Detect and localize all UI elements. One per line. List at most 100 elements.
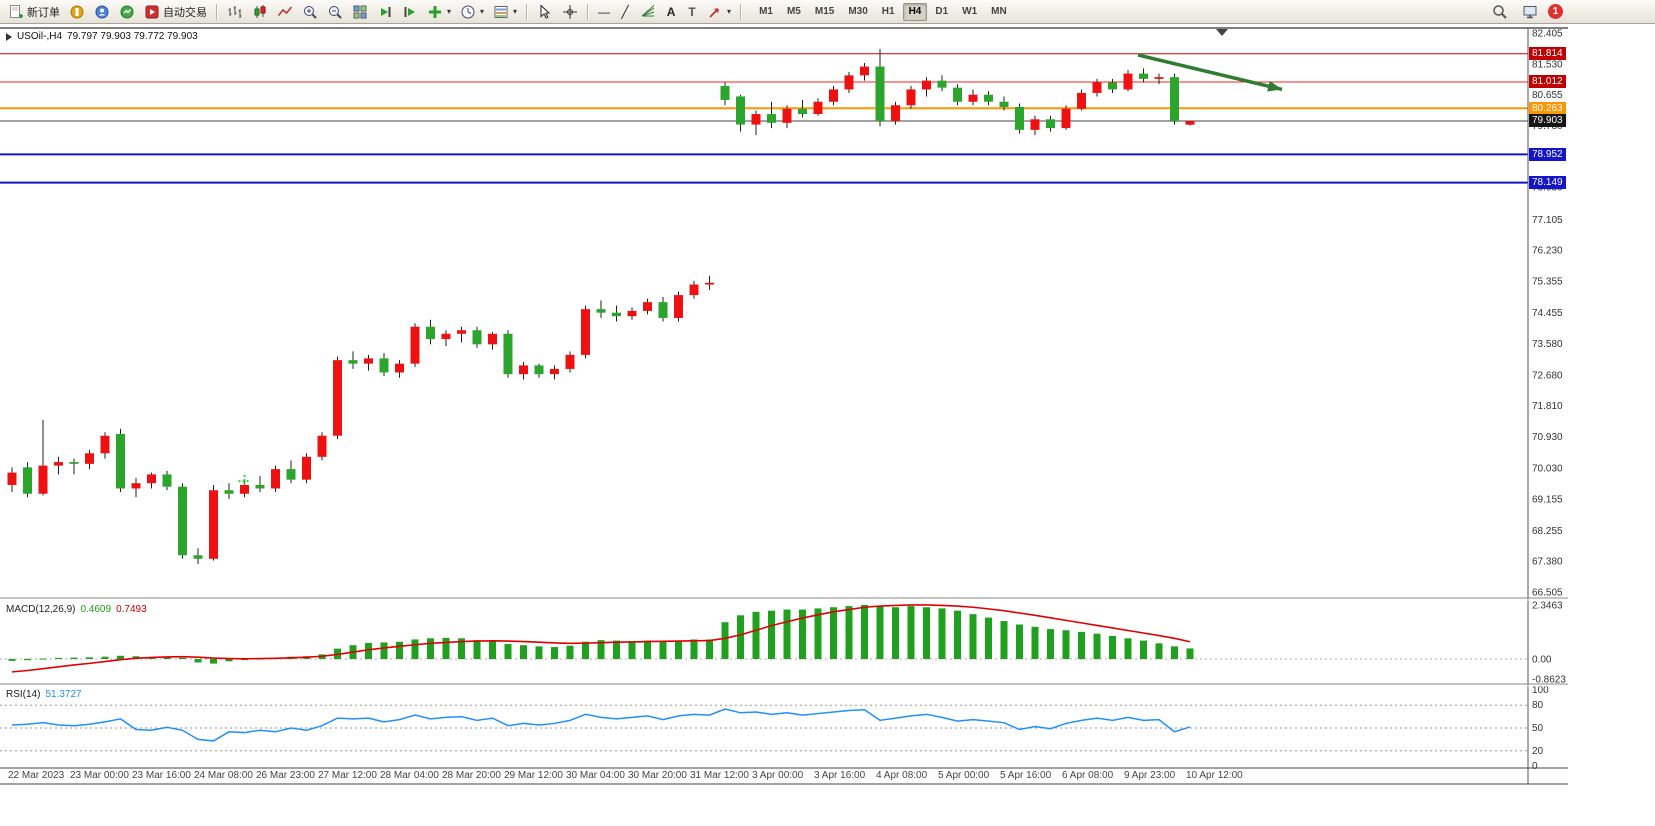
chevron-down-icon: ▾	[447, 6, 452, 16]
candle-body	[736, 96, 745, 125]
time-axis-label: 28 Mar 20:00	[442, 770, 501, 781]
toolbar-separator	[216, 3, 218, 20]
chart-shift-marker[interactable]	[1216, 29, 1228, 36]
price-scale[interactable]	[1528, 24, 1590, 768]
timeframe-button-m30[interactable]: M30	[842, 3, 873, 21]
macd-histogram-bar	[597, 640, 605, 659]
candle-body	[116, 433, 125, 489]
fibonacci-button[interactable]	[636, 2, 660, 22]
timeframe-button-h1[interactable]: H1	[876, 3, 901, 21]
macd-histogram-bar	[241, 659, 248, 661]
macd-histogram-bar	[163, 657, 171, 659]
time-axis-label: 22 Mar 2023	[8, 770, 65, 781]
chart-shift-button[interactable]	[398, 2, 422, 22]
price-line-label: 80.263	[1529, 101, 1566, 115]
chart-area[interactable]: 82.40581.53080.65579.78078.90578.03077.1…	[0, 24, 1655, 826]
trend-arrow-head[interactable]	[1267, 80, 1282, 92]
trendline-button[interactable]: ╱	[615, 2, 635, 22]
zoom-in-button[interactable]	[298, 2, 322, 22]
timeframe-group: M1 M5 M15 M30 H1 H4 D1 W1 MN	[753, 2, 1013, 21]
bar-chart-button[interactable]	[223, 2, 247, 22]
macd-histogram-bar	[194, 659, 202, 663]
autotrading-button[interactable]: 自动交易	[140, 2, 211, 22]
candle-body	[534, 365, 544, 375]
community-icon	[95, 5, 109, 18]
tile-windows-button[interactable]	[348, 2, 372, 22]
candle-body	[1170, 77, 1179, 122]
candle-body	[100, 435, 110, 454]
candle-body	[503, 333, 513, 375]
candle-body	[984, 94, 993, 102]
notification-badge[interactable]: 1	[1548, 4, 1563, 19]
macd-histogram-bar	[1031, 626, 1039, 659]
time-axis-label: 4 Apr 08:00	[876, 770, 928, 781]
timeframe-button-m1[interactable]: M1	[753, 3, 779, 21]
one-click-trading-toggle[interactable]	[6, 32, 12, 41]
metaeditor-button[interactable]	[65, 2, 89, 22]
candle-body	[178, 486, 187, 556]
arrow-shape-icon	[709, 7, 719, 18]
macd-histogram-bar	[1078, 631, 1085, 659]
chart-ohlc-values: 79.797 79.903 79.772 79.903	[67, 31, 198, 42]
candle-body	[798, 108, 807, 115]
market-button[interactable]	[115, 2, 139, 22]
market-icon	[120, 5, 134, 18]
macd-histogram-bar	[799, 609, 806, 659]
chart-canvas[interactable]: 82.40581.53080.65579.78078.90578.03077.1…	[0, 24, 1655, 826]
shapes-button[interactable]: ▾	[703, 2, 735, 22]
macd-histogram-bar	[225, 659, 233, 662]
candle-body	[379, 358, 389, 373]
candle-body	[209, 490, 218, 559]
periods-button[interactable]: ▾	[456, 2, 488, 22]
timeframe-button-d1[interactable]: D1	[929, 3, 954, 21]
toolbar-separator	[526, 3, 529, 20]
macd-tick-label: -0.8623	[1532, 674, 1566, 685]
community-button[interactable]	[90, 2, 114, 22]
macd-histogram-bar	[861, 604, 868, 659]
timeframe-button-w1[interactable]: W1	[956, 3, 983, 21]
macd-histogram-bar	[148, 657, 155, 659]
terminal-button[interactable]	[1518, 2, 1542, 22]
new-order-button[interactable]: 新订单	[4, 2, 64, 22]
search-button[interactable]	[1488, 2, 1512, 22]
price-tick-label: 70.030	[1532, 464, 1563, 475]
price-line-label: 81.814	[1529, 47, 1566, 61]
time-axis-label: 10 Apr 12:00	[1186, 770, 1243, 781]
candle-body	[906, 89, 916, 106]
candle-body	[565, 354, 575, 369]
macd-histogram-bar	[969, 614, 977, 659]
chevron-down-icon: ▾	[480, 6, 485, 16]
text-label-button[interactable]: T	[682, 2, 702, 22]
line-chart-button[interactable]	[273, 2, 297, 22]
templates-button[interactable]: ▾	[489, 2, 521, 22]
toolbar-separator	[740, 3, 743, 20]
auto-scroll-button[interactable]	[373, 2, 397, 22]
candle-body	[751, 114, 761, 125]
candlestick-chart-button[interactable]	[248, 2, 272, 22]
time-scale[interactable]	[0, 768, 1528, 784]
time-axis-label: 6 Apr 08:00	[1062, 770, 1114, 781]
timeframe-button-m5[interactable]: M5	[781, 3, 807, 21]
monitor-icon	[1523, 5, 1537, 18]
candle-body	[1077, 92, 1086, 109]
time-axis-label: 9 Apr 23:00	[1124, 770, 1176, 781]
price-tick-label: 70.930	[1532, 432, 1563, 443]
trend-arrow[interactable]	[1137, 53, 1283, 92]
toolbar-right-group: 1	[1488, 2, 1651, 22]
indicators-icon	[429, 5, 441, 18]
timeframe-button-m15[interactable]: M15	[809, 3, 840, 21]
macd-histogram-bar	[473, 640, 481, 659]
text-tool-button[interactable]: A	[661, 2, 681, 22]
indicators-button[interactable]: ▾	[423, 2, 455, 22]
timeframe-button-h4[interactable]: H4	[902, 2, 928, 21]
horizontal-line-button[interactable]: —	[594, 2, 614, 22]
trendline-icon: ╱	[621, 4, 629, 19]
candle-body	[162, 474, 172, 487]
zoom-out-button[interactable]	[323, 2, 347, 22]
zoom-out-icon	[329, 5, 342, 19]
timeframe-button-mn[interactable]: MN	[985, 3, 1013, 21]
crosshair-button[interactable]	[558, 2, 582, 22]
cursor-button[interactable]	[533, 2, 557, 22]
price-line-label: 78.149	[1529, 176, 1566, 190]
